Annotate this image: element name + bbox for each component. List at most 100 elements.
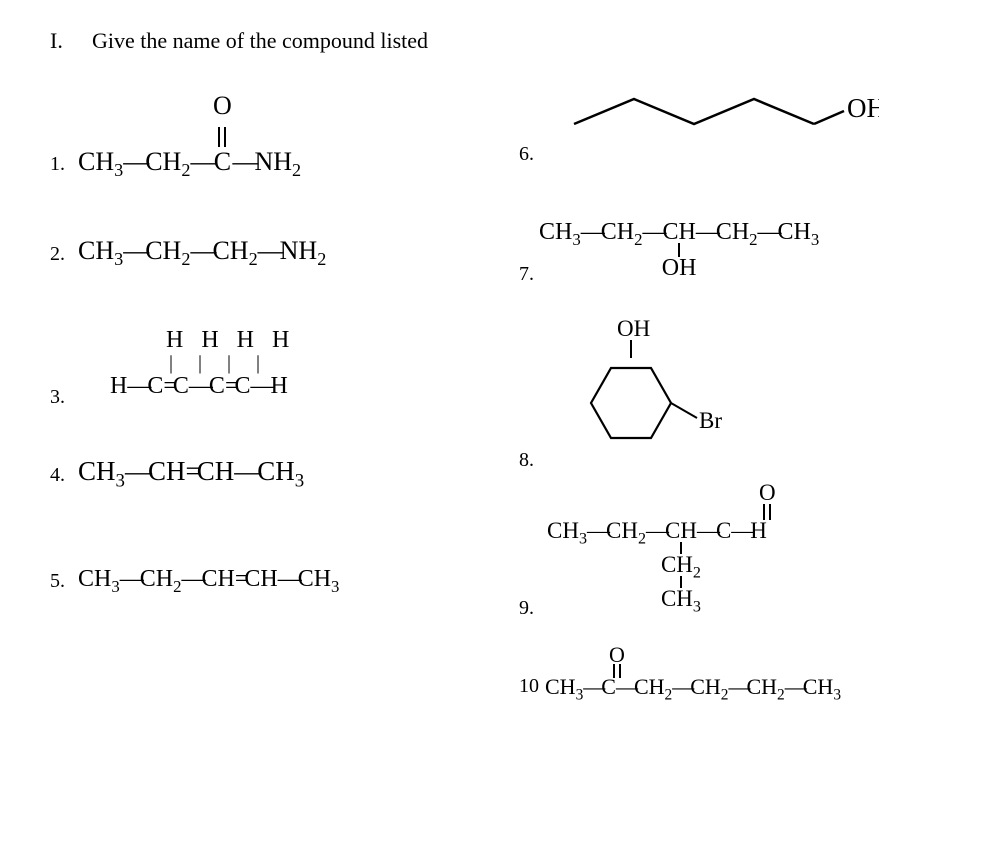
- f9-bs1: 2: [693, 565, 701, 582]
- f5-3: CH: [201, 566, 234, 592]
- item-6-skeletal: OH: [539, 89, 879, 159]
- header-title: Give the name of the compound listed: [92, 28, 428, 54]
- double-bond-icon: [613, 664, 621, 678]
- f7-5: CH: [778, 219, 811, 245]
- item-1-formula: CH3—CH2— O C —NH2: [78, 89, 479, 179]
- item-3: 3. H H H H | | | | H—C=C—C=C—H: [50, 328, 479, 399]
- item-10-num: 10: [519, 675, 539, 698]
- f10-3: CH: [690, 674, 721, 699]
- f10-s5: 3: [833, 686, 841, 703]
- f5-2: CH: [140, 566, 173, 592]
- br-label: Br: [699, 408, 722, 433]
- f5-s5: 3: [331, 577, 339, 596]
- f2-s4: 2: [317, 249, 326, 269]
- right-column: 6. OH 7. CH3—CH2—CHOH—CH2—CH3 8. OH: [519, 89, 948, 728]
- f2-ch2b: CH: [212, 236, 248, 265]
- sub-nh2: 2: [292, 160, 301, 180]
- f4-1: CH: [78, 456, 116, 486]
- item-9-num: 9.: [519, 597, 534, 620]
- item-5: 5. CH3—CH2—CH=CH—CH3: [50, 564, 479, 595]
- item-6-num: 6.: [519, 143, 534, 166]
- left-column: 1. CH3—CH2— O C —NH2 2. CH3—CH2—CH2—NH2 …: [50, 89, 479, 728]
- item-8-structure: OH Br: [549, 318, 769, 468]
- f5-5: CH: [298, 566, 331, 592]
- double-bond-icon: [218, 127, 226, 147]
- f7-4: CH: [716, 219, 749, 245]
- f2-s3: 2: [249, 249, 258, 269]
- f9-s2: 2: [638, 531, 646, 548]
- f7-2: CH: [601, 219, 634, 245]
- item-1-num: 1.: [50, 153, 65, 176]
- item-4-num: 4.: [50, 464, 65, 487]
- f9-o: O: [759, 480, 776, 506]
- f2-s1: 3: [114, 249, 123, 269]
- c-atom: C: [214, 147, 231, 176]
- item-7: 7. CH3—CH2—CHOH—CH2—CH3: [519, 219, 948, 288]
- f2-ch3: CH: [78, 236, 114, 265]
- f7-oh: OH: [662, 255, 697, 282]
- header-roman: I.: [50, 28, 80, 54]
- f9-2: CH: [606, 518, 638, 543]
- item-2: 2. CH3—CH2—CH2—NH2: [50, 234, 479, 268]
- f4-3: CH: [197, 456, 235, 486]
- f5-s1: 3: [111, 577, 119, 596]
- f4-2: CH: [148, 456, 186, 486]
- item-5-num: 5.: [50, 570, 65, 593]
- item-6: 6. OH: [519, 89, 948, 174]
- item-3-formula: H H H H | | | | H—C=C—C=C—H: [110, 328, 479, 399]
- f9-c: C: [716, 518, 731, 543]
- item-3-num: 3.: [50, 386, 65, 409]
- f10-2: CH: [634, 674, 665, 699]
- ch3-text: CH: [78, 147, 114, 176]
- item-2-formula: CH3—CH2—CH2—NH2: [78, 234, 479, 268]
- f9-b2: CH: [661, 586, 693, 611]
- nh-text: NH: [254, 147, 292, 176]
- f4-s1: 3: [116, 471, 125, 492]
- f10-5: CH: [803, 674, 834, 699]
- item-8-num: 8.: [519, 449, 534, 472]
- item-9: 9. O CH3—CH2—CH CH2 CH3 —C—H: [519, 480, 948, 622]
- sub-3: 3: [114, 160, 123, 180]
- o-atom: O: [213, 89, 232, 123]
- item-5-formula: CH3—CH2—CH=CH—CH3: [78, 564, 479, 595]
- f7-s1: 3: [572, 230, 580, 249]
- f9-b1: CH: [661, 552, 693, 577]
- oh-label: OH: [617, 318, 650, 341]
- main-chain-row: H—C=C—C=C—H: [110, 374, 479, 399]
- item-10-formula: O CH3—C—CH2—CH2—CH2—CH3: [545, 642, 948, 700]
- f5-1: CH: [78, 566, 111, 592]
- f7-3: CH: [662, 219, 695, 245]
- f4-4: CH: [257, 456, 295, 486]
- f10-4: CH: [746, 674, 777, 699]
- bond-row: | | | |: [169, 352, 260, 374]
- item-10: 10 O CH3—C—CH2—CH2—CH2—CH3: [519, 642, 948, 700]
- f2-nh2: NH: [280, 236, 318, 265]
- f9-s1: 3: [579, 531, 587, 548]
- item-1: 1. CH3—CH2— O C —NH2: [50, 89, 479, 184]
- f9-bs2: 3: [693, 599, 701, 616]
- h-row: H H H H: [166, 327, 289, 353]
- f9-3: CH: [665, 518, 697, 543]
- f4-s4: 3: [295, 471, 304, 492]
- item-7-num: 7.: [519, 263, 534, 286]
- item-7-formula: CH3—CH2—CHOH—CH2—CH3: [539, 219, 948, 288]
- item-9-formula: O CH3—CH2—CH CH2 CH3 —C—H: [547, 480, 948, 622]
- f2-ch2a: CH: [145, 236, 181, 265]
- f7-1: CH: [539, 219, 572, 245]
- item-8: 8. OH Br: [519, 318, 948, 468]
- f5-4: CH: [244, 566, 277, 592]
- f7-s5: 3: [811, 230, 819, 249]
- f10-s4: 2: [777, 686, 785, 703]
- f9-1: CH: [547, 518, 579, 543]
- content-columns: 1. CH3—CH2— O C —NH2 2. CH3—CH2—CH2—NH2 …: [50, 89, 948, 728]
- f9-h: H: [750, 518, 767, 543]
- oh-label: OH: [847, 93, 879, 123]
- item-2-num: 2.: [50, 243, 65, 266]
- section-header: I. Give the name of the compound listed: [50, 28, 948, 54]
- f7-s4: 2: [749, 230, 757, 249]
- ch2-text: CH: [145, 147, 181, 176]
- double-bond-icon: [763, 504, 771, 520]
- item-4-formula: CH3—CH=CH—CH3: [78, 454, 479, 489]
- f10-1: CH: [545, 674, 576, 699]
- item-4: 4. CH3—CH=CH—CH3: [50, 454, 479, 489]
